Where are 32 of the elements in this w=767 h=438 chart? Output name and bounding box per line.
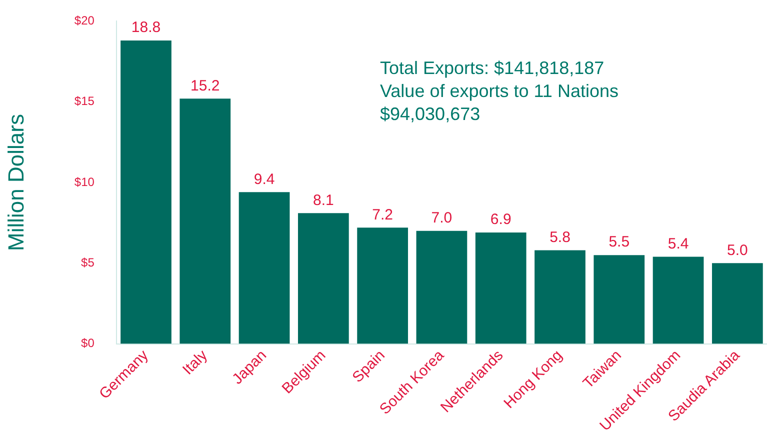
bar <box>120 40 172 344</box>
data-label: 9.4 <box>254 170 275 188</box>
bar <box>652 256 704 344</box>
data-label: 7.0 <box>431 210 452 227</box>
data-label: 5.8 <box>550 228 570 246</box>
bar <box>416 230 468 344</box>
data-label: 6.9 <box>490 211 512 228</box>
y-tick-label: $5 <box>81 255 95 270</box>
annotation: Value of exports to 11 Nations <box>380 80 618 101</box>
y-tick-label: $10 <box>74 174 95 189</box>
data-label: 7.2 <box>372 206 393 224</box>
bar <box>298 213 349 344</box>
data-label: 5.4 <box>668 235 689 252</box>
annotation: Total Exports: $141,818,187 <box>380 58 604 78</box>
data-label: 5.0 <box>727 242 748 259</box>
annotation: $94,030,673 <box>380 104 480 124</box>
data-label: 8.1 <box>312 192 334 209</box>
y-tick-label: $15 <box>74 94 95 108</box>
bar <box>238 192 290 344</box>
data-label: 5.5 <box>608 234 630 251</box>
data-label: 15.2 <box>190 77 220 94</box>
bar <box>357 228 408 344</box>
bar <box>180 98 231 344</box>
data-label: 18.8 <box>131 19 161 36</box>
bar <box>475 232 526 344</box>
bar <box>594 255 645 344</box>
x-tick-label: Italy <box>179 346 212 378</box>
bar <box>712 263 763 344</box>
bar <box>534 250 586 344</box>
y-tick-label: $0 <box>81 336 95 350</box>
y-tick-label: $20 <box>74 14 95 28</box>
y-axis-title: Million Dollars <box>3 114 28 251</box>
